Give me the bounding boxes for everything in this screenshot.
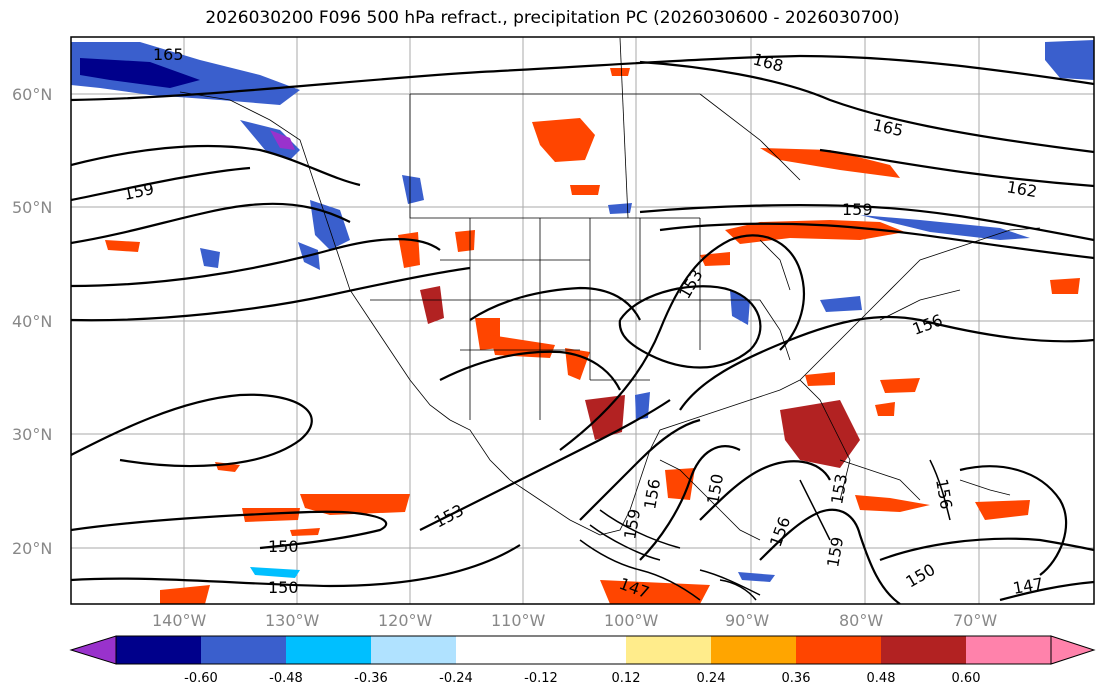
lat-label: 50°N <box>12 198 52 217</box>
isoline-label: 165 <box>153 45 184 64</box>
colorbar-segment <box>371 636 456 664</box>
lat-label: 60°N <box>12 85 52 104</box>
colorbar-tick-label: 0.60 <box>952 671 981 686</box>
lon-label: 70°W <box>953 611 997 630</box>
lat-label: 30°N <box>12 425 52 444</box>
coastlines-borders <box>179 37 1041 541</box>
colorbar-tick-label: -0.12 <box>524 671 558 686</box>
colorbar-segment <box>201 636 286 664</box>
colorbar-tick-label: -0.60 <box>184 671 218 686</box>
contour-lines-thin <box>579 459 951 601</box>
colorbar-segment <box>456 636 541 664</box>
longitude-axis: 140°W 130°W 120°W 110°W 100°W 90°W 80°W … <box>152 611 997 630</box>
colorbar-segment <box>881 636 966 664</box>
lon-label: 100°W <box>604 611 659 630</box>
colorbar-tick-label: 0.24 <box>697 671 726 686</box>
isoline-label: 150 <box>268 578 299 597</box>
colorbar-segment <box>796 636 881 664</box>
latitude-axis: 60°N 50°N 40°N 30°N 20°N <box>12 85 52 558</box>
colorbar-outline <box>115 635 1052 665</box>
colorbar-segment <box>966 636 1051 664</box>
colorbar-segment <box>286 636 371 664</box>
isoline-label: 159 <box>842 200 873 219</box>
colorbar-tick-label: 0.48 <box>867 671 896 686</box>
colorbar: -0.60 -0.48 -0.36 -0.24 -0.12 0.12 0.24 … <box>69 635 1096 686</box>
lon-label: 110°W <box>491 611 546 630</box>
colorbar-high-arrow <box>1050 635 1096 665</box>
colorbar-segment <box>711 636 796 664</box>
lon-label: 120°W <box>378 611 433 630</box>
map-border <box>70 36 1095 605</box>
colorbar-tick-label: 0.12 <box>612 671 641 686</box>
colorbar-segment <box>116 636 201 664</box>
lon-label: 130°W <box>265 611 320 630</box>
shaded-negative <box>71 40 1094 582</box>
colorbar-low-arrow <box>69 635 117 665</box>
colorbar-segment <box>626 636 711 664</box>
lon-label: 80°W <box>839 611 883 630</box>
colorbar-tick-label: 0.36 <box>782 671 811 686</box>
colorbar-tick-label: -0.24 <box>439 671 473 686</box>
contour-lines <box>71 54 1094 604</box>
lat-label: 40°N <box>12 312 52 331</box>
colorbar-tick-label: -0.48 <box>269 671 303 686</box>
lon-label: 90°W <box>725 611 769 630</box>
lat-label: 20°N <box>12 539 52 558</box>
isoline-label: 150 <box>268 537 299 556</box>
lon-label: 140°W <box>152 611 207 630</box>
colorbar-tick-label: -0.36 <box>354 671 388 686</box>
colorbar-segment <box>541 636 626 664</box>
map-title: 2026030200 F096 500 hPa refract., precip… <box>205 8 900 28</box>
